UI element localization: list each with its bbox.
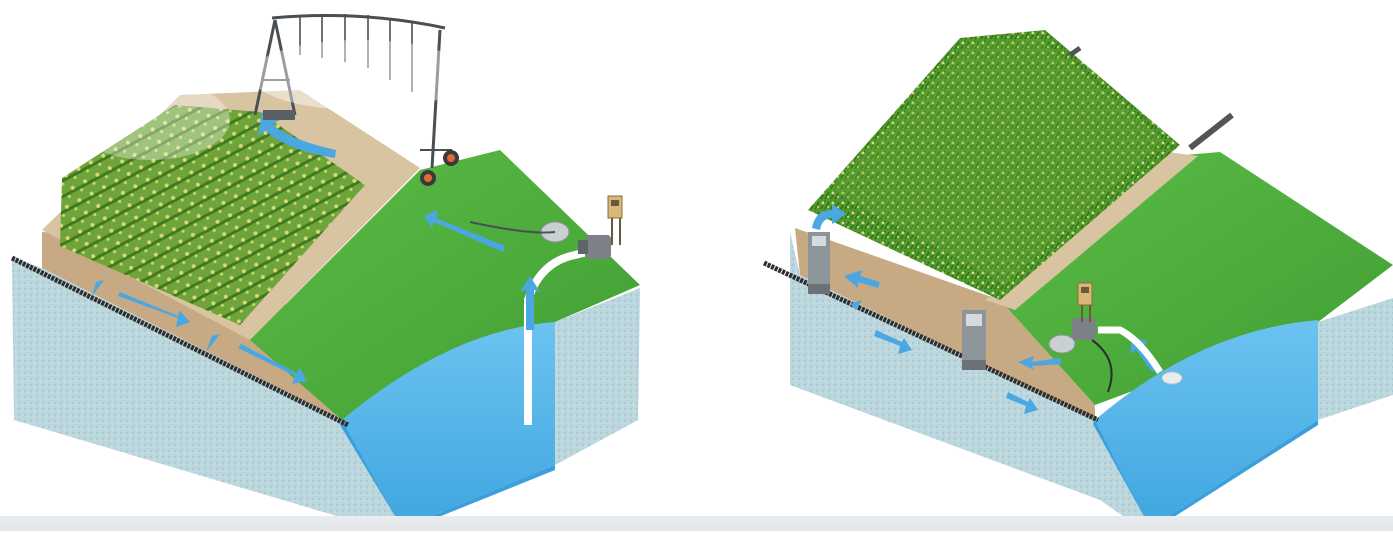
right-outlet-pipe xyxy=(1188,112,1234,151)
right-ground-side-face xyxy=(1318,298,1393,420)
right-pump xyxy=(1048,318,1113,393)
left-panel xyxy=(10,14,640,531)
right-ground-front-face xyxy=(790,232,1150,528)
pivot-water-mist xyxy=(250,40,470,110)
center-pivot-irrigator xyxy=(253,14,452,169)
flow-arrow-pump xyxy=(1018,356,1062,370)
right-control-structure-1 xyxy=(808,232,830,294)
left-surface-arrow-pivot xyxy=(258,112,336,158)
right-control-structure-2 xyxy=(962,310,986,370)
flow-arrow-up xyxy=(812,204,846,230)
pivot-wheels xyxy=(420,150,459,186)
left-pump xyxy=(469,221,611,259)
flow-arrow xyxy=(850,300,862,310)
right-reservoir xyxy=(1095,320,1318,528)
left-surface-arrow-grass xyxy=(424,210,505,252)
flow-arrow-left xyxy=(844,270,880,288)
flow-arrow xyxy=(118,292,190,327)
right-back-pipe xyxy=(1068,45,1082,58)
left-underground-arrows xyxy=(92,280,307,384)
left-reservoir xyxy=(342,322,555,528)
flow-arrow xyxy=(92,280,104,296)
bottom-gray-band xyxy=(0,516,1393,531)
left-ground-front-face xyxy=(12,258,402,520)
left-corn-field xyxy=(60,105,365,325)
right-reservoir-intake xyxy=(1161,371,1183,385)
left-control-box xyxy=(607,195,623,245)
right-soil-band xyxy=(985,152,1198,310)
right-panel xyxy=(762,30,1393,531)
left-supply-arrow xyxy=(520,276,540,330)
flow-arrow xyxy=(238,344,307,384)
right-control-box xyxy=(1077,282,1093,322)
pivot-water-mist-edge xyxy=(70,80,230,160)
right-soil-strip xyxy=(795,228,1095,420)
left-grass-strip xyxy=(250,150,640,420)
right-corn-block xyxy=(808,30,1180,300)
right-supply-pipe xyxy=(1098,326,1163,374)
left-ground-side-face xyxy=(555,288,640,465)
flow-arrow xyxy=(206,334,220,352)
flow-arrow-down xyxy=(1006,392,1038,414)
right-corn-block-top xyxy=(830,38,1165,285)
right-grass-strip xyxy=(1000,152,1393,405)
left-tile-drain-pipe xyxy=(10,255,350,428)
flow-arrow-down xyxy=(874,330,912,354)
